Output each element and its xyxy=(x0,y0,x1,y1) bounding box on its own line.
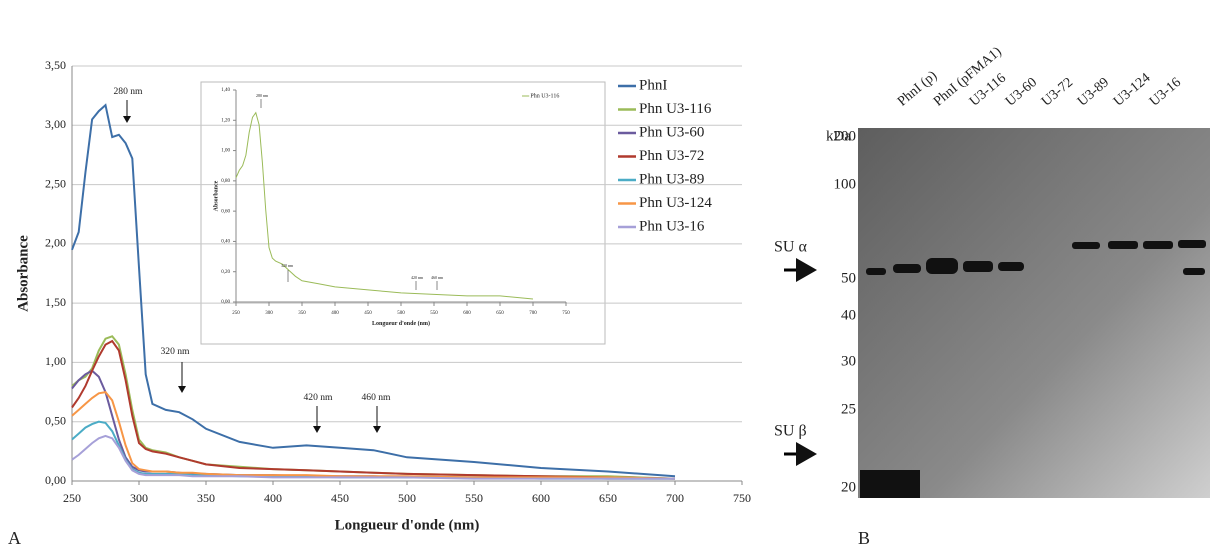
x-tick-label: 350 xyxy=(197,491,215,505)
legend-label: Phn U3-72 xyxy=(639,148,704,164)
y-tick-label: 1,00 xyxy=(45,354,66,368)
panel-label: A xyxy=(8,528,21,548)
y-tick-label: 0,50 xyxy=(45,413,66,427)
legend-label: Phn U3-60 xyxy=(639,124,704,140)
annotation: 460 nm xyxy=(361,392,391,403)
marker-label: 40 xyxy=(841,307,856,323)
x-tick-label: 400 xyxy=(264,491,282,505)
marker-label: 20 xyxy=(841,479,856,495)
x-tick-label: 500 xyxy=(397,311,405,316)
inset-frame xyxy=(200,81,606,345)
x-tick-label: 550 xyxy=(430,311,438,316)
y-tick-label: 2,50 xyxy=(45,176,66,190)
y-tick-label: 0,20 xyxy=(221,270,230,275)
chart: 0,00 0,20 0,40 0,60 0,80 1,00 1,20 1,40 250 300 35… xyxy=(213,88,570,327)
y-tick-label: 1,00 xyxy=(221,149,230,154)
x-tick-label: 650 xyxy=(599,491,617,505)
x-tick-label: 750 xyxy=(562,311,570,316)
legend-label: PhnI xyxy=(639,77,667,93)
x-tick-label: 300 xyxy=(265,311,273,316)
x-tick-label: 250 xyxy=(63,491,81,505)
x-axis-label: Longueur d'onde (nm) xyxy=(335,517,480,533)
panel-label: B xyxy=(858,528,870,548)
marker-label: 200 xyxy=(834,128,857,144)
annotation: 280 nm xyxy=(113,86,143,97)
y-tick-label: 1,50 xyxy=(45,295,66,309)
x-tick-label: 300 xyxy=(130,491,148,505)
x-tick-label: 400 xyxy=(331,311,339,316)
legend-label: Phn U3-16 xyxy=(639,218,705,234)
lane-label: U3-89 xyxy=(1075,75,1112,109)
annotation: 280 nm xyxy=(256,93,269,98)
lane-label: U3-60 xyxy=(1003,75,1040,109)
line-series xyxy=(235,111,534,300)
x-axis-label: Longueur d'onde (nm) xyxy=(372,320,430,327)
x-tick-label: 450 xyxy=(331,491,349,505)
legend-label: Phn U3-89 xyxy=(639,171,704,187)
annotation: 320 nm xyxy=(160,346,190,357)
x-tick-label: 700 xyxy=(529,311,537,316)
line-series xyxy=(71,369,675,480)
lane-label: U3-72 xyxy=(1039,75,1076,109)
x-tick-label: 250 xyxy=(232,311,240,316)
x-tick-label: 600 xyxy=(463,311,471,316)
lane-label: U3-16 xyxy=(1147,75,1184,109)
y-tick-label: 0,00 xyxy=(221,300,230,305)
line-series xyxy=(71,103,676,478)
x-tick-label: 750 xyxy=(733,491,751,505)
su-alpha: SU α xyxy=(774,239,807,256)
marker-label: 25 xyxy=(841,401,856,417)
line-series xyxy=(71,391,676,480)
lane-label: U3-124 xyxy=(1111,71,1153,110)
x-tick-label: 500 xyxy=(398,491,416,505)
y-axis-label: Absorbance xyxy=(15,235,31,312)
y-tick-label: 3,00 xyxy=(45,117,66,131)
legend-label: Phn U3-124 xyxy=(639,195,712,211)
annotation: 420 nm xyxy=(411,275,424,280)
marker-label: 30 xyxy=(841,353,856,369)
line-series xyxy=(71,339,676,480)
y-tick-label: 1,20 xyxy=(221,118,230,123)
y-tick-label: 0,60 xyxy=(221,209,230,214)
su-beta: SU β xyxy=(774,423,807,440)
y-tick-label: 1,40 xyxy=(221,88,230,93)
y-tick-label: 0,40 xyxy=(221,240,230,245)
line-series xyxy=(71,434,675,480)
y-tick-label: 2,00 xyxy=(45,236,66,250)
gel-image xyxy=(858,128,1210,498)
lane-label: PhnI (p) xyxy=(895,68,940,109)
chart: 0,00 0,50 1,00 1,50 2,00 2,50 3,00 3,50 250 300 35… xyxy=(15,58,751,534)
x-tick-label: 550 xyxy=(465,491,483,505)
x-tick-label: 650 xyxy=(496,311,504,316)
annotation: 320 nm xyxy=(281,263,294,268)
legend-label: Phn U3-116 xyxy=(530,93,559,99)
marker-label: 100 xyxy=(834,176,857,192)
y-tick-label: 0,00 xyxy=(45,473,66,487)
marker-label: 50 xyxy=(841,270,856,286)
x-tick-label: 700 xyxy=(666,491,684,505)
annotation: 460 nm xyxy=(431,275,444,280)
y-tick-label: 0,80 xyxy=(221,179,230,184)
annotation: 420 nm xyxy=(303,392,333,403)
x-tick-label: 350 xyxy=(298,311,306,316)
x-tick-label: 600 xyxy=(532,491,550,505)
y-axis-label: Absorbance xyxy=(213,180,219,211)
unit: kDa xyxy=(826,128,851,144)
y-tick-label: 3,50 xyxy=(45,58,66,72)
x-tick-label: 450 xyxy=(364,311,372,316)
legend-label: Phn U3-116 xyxy=(639,101,712,117)
